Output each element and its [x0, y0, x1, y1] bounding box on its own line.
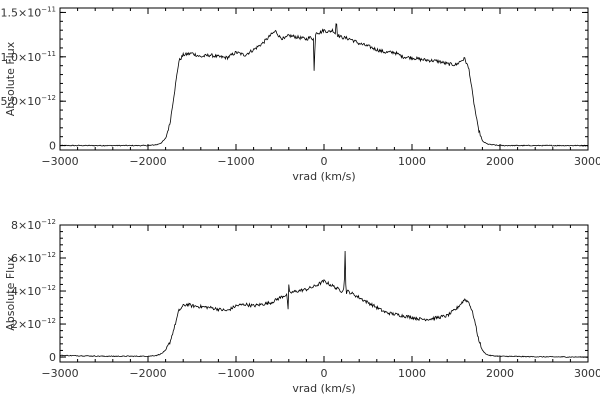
x-tick-label: −3000 — [41, 367, 78, 380]
x-tick-label: 0 — [321, 367, 328, 380]
y-tick-label: 2×10−12 — [11, 317, 56, 331]
y-axis-label: Absolute Flux — [4, 41, 17, 116]
x-axis-label: vrad (km/s) — [292, 382, 355, 395]
x-tick-label: −2000 — [129, 367, 166, 380]
x-tick-label: 3000 — [574, 155, 600, 168]
plot-frame — [59, 224, 589, 363]
x-tick-label: 3000 — [574, 367, 600, 380]
y-axis-label: Absolute Flux — [4, 256, 17, 331]
x-tick-label: 2000 — [486, 367, 514, 380]
y-tick-label: 0 — [49, 351, 56, 364]
x-tick-label: −1000 — [217, 155, 254, 168]
x-tick-label: 0 — [321, 155, 328, 168]
y-tick-label: 6×10−12 — [11, 251, 56, 265]
x-tick-label: 1000 — [398, 155, 426, 168]
chart-panel-2: −3000 −2000 −1000 0 1000 2000 3000 0 2×10−12 4×10… — [4, 218, 600, 395]
spectrum-line-1 — [59, 23, 589, 147]
x-tick-label: −1000 — [217, 367, 254, 380]
y-tick-label: 8×10−12 — [11, 218, 56, 232]
x-tick-label: 2000 — [486, 155, 514, 168]
y-tick-label: 0 — [49, 140, 56, 153]
x-tick-label: −2000 — [129, 155, 166, 168]
spectrum-line-2 — [59, 250, 589, 358]
x-axis-label: vrad (km/s) — [292, 170, 355, 183]
x-tick-label: −3000 — [41, 155, 78, 168]
y-tick-label: 4×10−12 — [11, 284, 56, 298]
chart-panel-1: −3000 −2000 −1000 0 1000 2000 300005.0×10−121.… — [1, 5, 600, 183]
y-tick-label: 1.5×10−11 — [1, 5, 57, 19]
x-tick-label: 1000 — [398, 367, 426, 380]
